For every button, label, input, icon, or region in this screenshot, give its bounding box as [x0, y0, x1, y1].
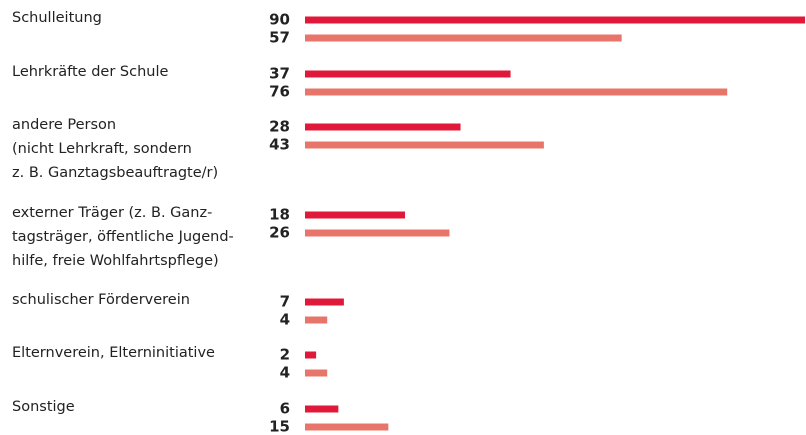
value-label: 57: [269, 29, 290, 47]
bar: [305, 298, 344, 306]
category-label: Lehrkräfte der Schule: [12, 64, 168, 80]
category-label: Schulleitung: [12, 10, 102, 26]
bar: [305, 316, 328, 324]
bar: [305, 351, 317, 359]
value-label: 4: [280, 311, 290, 329]
bar: [305, 405, 339, 413]
value-label: 4: [280, 364, 290, 382]
category-label: externer Träger (z. B. Ganz-: [12, 205, 212, 221]
category-label: tagsträger, öffentliche Jugend-: [12, 229, 234, 245]
category-label: andere Person: [12, 117, 116, 133]
bar: [305, 369, 328, 377]
value-label: 26: [269, 224, 290, 242]
category-label: z. B. Ganztagsbeauftragte/r): [12, 165, 218, 181]
bar: [305, 141, 544, 149]
bar: [305, 211, 405, 219]
bar: [305, 88, 728, 96]
bar: [305, 70, 511, 78]
value-label: 6: [280, 400, 290, 418]
bar: [305, 34, 622, 42]
category-label: schulischer Förderverein: [12, 292, 190, 308]
bar: [305, 16, 805, 24]
value-label: 2: [280, 346, 290, 364]
value-label: 76: [269, 83, 290, 101]
category-label: (nicht Lehrkraft, sondern: [12, 141, 192, 157]
category-label: Sonstige: [12, 399, 75, 415]
bar: [305, 229, 450, 237]
category-label: Elternverein, Elterninitiative: [12, 345, 215, 361]
bar: [305, 423, 389, 431]
category-label: hilfe, freie Wohlfahrtspflege): [12, 253, 219, 269]
value-label: 18: [269, 206, 290, 224]
value-label: 28: [269, 118, 290, 136]
bar: [305, 123, 461, 131]
value-label: 7: [280, 293, 290, 311]
value-label: 90: [269, 11, 290, 29]
value-label: 43: [269, 136, 290, 154]
value-label: 37: [269, 65, 290, 83]
value-label: 15: [269, 418, 290, 435]
